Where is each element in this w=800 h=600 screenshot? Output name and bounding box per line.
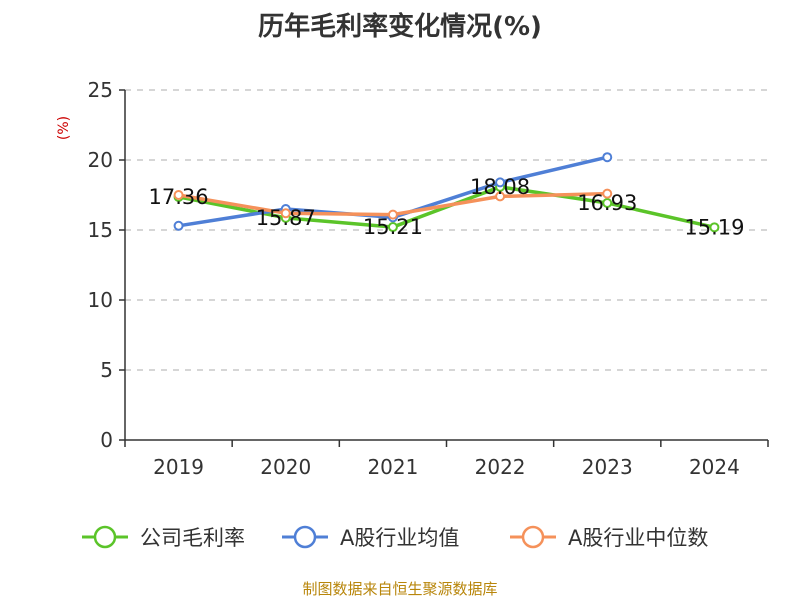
data-label: 15.87 [256, 206, 316, 230]
y-tick-label: 15 [88, 218, 113, 242]
legend-label: A股行业均值 [340, 526, 459, 550]
x-tick-label: 2024 [689, 455, 740, 479]
series-point [709, 222, 720, 233]
series-point [173, 220, 184, 231]
series-point [387, 209, 398, 220]
series-point [602, 152, 613, 163]
y-tick-label: 0 [100, 428, 113, 452]
legend-marker [293, 525, 317, 549]
axes: 0 5 10 15 20 25 2019 2020 2021 2022 2023 2024 [88, 78, 769, 479]
series-point [173, 190, 184, 200]
series-point [602, 197, 613, 208]
series-point [495, 177, 506, 188]
x-tick-label: 2023 [582, 455, 633, 479]
legend-label: A股行业中位数 [568, 526, 708, 550]
series-point [280, 208, 291, 219]
legend-marker [521, 525, 545, 549]
data-source: 制图数据来自恒生聚源数据库 [302, 580, 498, 598]
data-label: 15.19 [684, 215, 744, 239]
x-tick-label: 2021 [367, 455, 418, 479]
series-point [387, 222, 398, 233]
y-tick-label: 25 [88, 78, 113, 102]
data-labels: 17.36 15.87 15.21 18.08 16.93 15.19 [149, 175, 745, 239]
x-tick-label: 2020 [260, 455, 311, 479]
legend-label: 公司毛利率 [140, 526, 245, 550]
series-point [602, 188, 613, 199]
series-point [495, 191, 506, 202]
data-label: 17.36 [149, 185, 209, 209]
grid-lines [125, 89, 768, 371]
y-tick-label: 20 [88, 148, 113, 172]
y-tick-label: 5 [100, 358, 113, 382]
x-tick-label: 2022 [475, 455, 526, 479]
chart-title: 历年毛利率变化情况(%) [258, 12, 542, 42]
legend: 公司毛利率 A股行业均值 A股行业中位数 [82, 525, 708, 550]
y-axis-unit: (%) [56, 116, 72, 140]
series-lines [173, 152, 720, 233]
data-label: 16.93 [577, 191, 637, 215]
x-tick-label: 2019 [153, 455, 204, 479]
data-label: 18.08 [470, 175, 530, 199]
legend-marker [93, 525, 117, 549]
y-tick-label: 10 [88, 288, 113, 312]
data-label: 15.21 [363, 215, 423, 239]
